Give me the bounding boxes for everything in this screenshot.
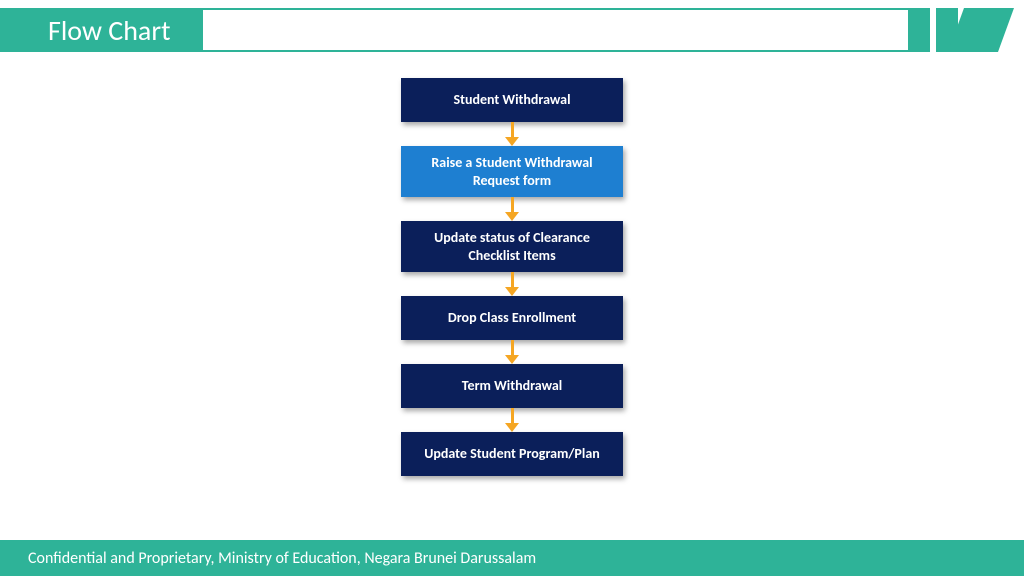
flow-node-n6: Update Student Program/Plan <box>401 432 623 476</box>
arrow-down-icon <box>511 408 514 423</box>
flowchart-area: Student Withdrawal Raise a Student Withdr… <box>0 70 1024 540</box>
flow-arrow-0 <box>505 122 519 146</box>
flow-node-n3: Update status of Clearance Checklist Ite… <box>401 221 623 272</box>
page-title: Flow Chart <box>48 13 171 48</box>
header-decoration <box>908 8 1024 52</box>
flow-arrow-3 <box>505 340 519 364</box>
arrow-down-icon <box>511 122 514 137</box>
flow-node-n4: Drop Class Enrollment <box>401 296 623 340</box>
flow-node-n5: Term Withdrawal <box>401 364 623 408</box>
arrow-down-icon <box>511 272 514 287</box>
header-bar: Flow Chart <box>0 8 1024 52</box>
arrow-head-icon <box>505 423 519 432</box>
arrow-head-icon <box>505 287 519 296</box>
arrow-down-icon <box>511 197 514 212</box>
footer-bar: Confidential and Proprietary, Ministry o… <box>0 540 1024 576</box>
flow-arrow-1 <box>505 197 519 221</box>
header-title-block: Flow Chart <box>20 8 203 52</box>
arrow-head-icon <box>505 355 519 364</box>
arrow-head-icon <box>505 137 519 146</box>
arrow-down-icon <box>511 340 514 355</box>
arrow-head-icon <box>505 212 519 221</box>
footer-text: Confidential and Proprietary, Ministry o… <box>28 549 536 568</box>
header-deco-rect-1 <box>908 8 930 52</box>
flow-node-n2: Raise a Student Withdrawal Request form <box>401 146 623 197</box>
flow-node-n1: Student Withdrawal <box>401 78 623 122</box>
header-rule <box>203 8 909 52</box>
flow-arrow-4 <box>505 408 519 432</box>
flow-arrow-2 <box>505 272 519 296</box>
header-left-accent <box>0 8 20 52</box>
